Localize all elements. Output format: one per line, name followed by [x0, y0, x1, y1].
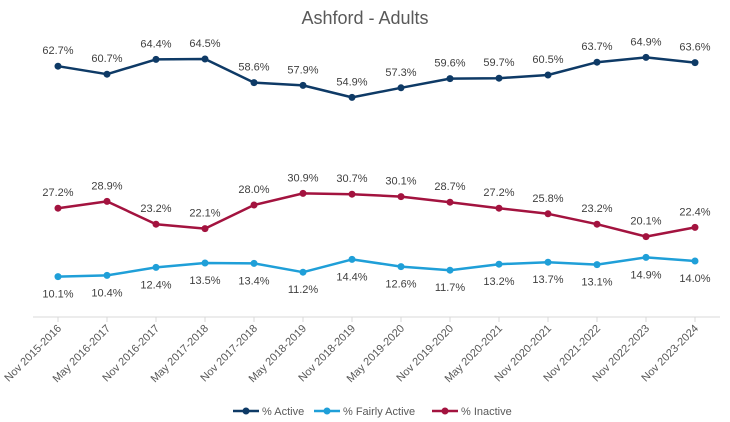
data-label: 64.4%: [140, 38, 171, 50]
data-label: 11.7%: [435, 282, 466, 294]
legend-label: % Active: [262, 406, 304, 418]
series-line: [57, 192, 696, 238]
data-label: 14.4%: [336, 271, 367, 283]
data-point: [397, 263, 405, 271]
data-point: [593, 220, 601, 228]
data-point: [299, 268, 307, 276]
data-label: 28.7%: [434, 181, 465, 193]
series-line: [57, 56, 696, 99]
data-point: [544, 258, 552, 266]
data-point: [103, 197, 111, 205]
data-label: 27.2%: [42, 187, 73, 199]
data-label: 30.7%: [336, 173, 367, 185]
data-point: [152, 263, 160, 271]
data-label: 13.1%: [581, 277, 612, 289]
data-label: 23.2%: [581, 203, 612, 215]
data-point: [201, 55, 209, 63]
data-point: [544, 71, 552, 79]
data-point: [250, 259, 258, 267]
data-label: 30.9%: [287, 172, 318, 184]
data-label: 22.1%: [189, 208, 220, 220]
data-label: 22.4%: [679, 206, 710, 218]
data-point: [593, 261, 601, 269]
data-point: [495, 74, 503, 82]
data-point: [446, 75, 454, 83]
data-point: [544, 210, 552, 218]
data-label: 11.2%: [288, 284, 319, 296]
data-point: [201, 225, 209, 233]
data-point: [495, 260, 503, 268]
data-point: [103, 70, 111, 78]
data-point: [446, 198, 454, 206]
data-label: 60.7%: [91, 53, 122, 65]
series-line: [57, 256, 696, 278]
data-label: 25.8%: [532, 193, 563, 205]
data-label: 57.9%: [287, 64, 318, 76]
data-label: 12.6%: [385, 279, 416, 291]
data-label: 12.4%: [140, 279, 171, 291]
data-point: [54, 62, 62, 70]
data-label: 60.5%: [532, 54, 563, 66]
data-point: [397, 84, 405, 92]
data-point: [152, 55, 160, 63]
data-label: 58.6%: [238, 62, 269, 74]
data-label: 20.1%: [630, 216, 661, 228]
data-label: 23.2%: [140, 203, 171, 215]
chart-title: Ashford - Adults: [301, 8, 429, 28]
data-point: [250, 201, 258, 209]
data-point: [495, 204, 503, 212]
data-label: 64.9%: [630, 36, 661, 48]
data-label: 27.2%: [483, 187, 514, 199]
legend-swatch-marker: [242, 407, 250, 415]
data-label: 13.2%: [483, 276, 514, 288]
legend-label: % Inactive: [461, 406, 512, 418]
data-label: 62.7%: [42, 45, 73, 57]
data-point: [152, 220, 160, 228]
data-label: 30.1%: [385, 176, 416, 188]
data-label: 28.9%: [91, 180, 122, 192]
data-point: [103, 271, 111, 279]
data-point: [201, 259, 209, 267]
data-point: [691, 59, 699, 67]
legend-swatch-marker: [441, 407, 449, 415]
data-label: 54.9%: [336, 76, 367, 88]
data-point: [348, 255, 356, 263]
data-label: 14.9%: [630, 269, 661, 281]
data-point: [593, 58, 601, 66]
data-label: 13.4%: [238, 275, 269, 287]
data-point: [642, 233, 650, 241]
data-point: [446, 266, 454, 274]
data-point: [250, 79, 258, 87]
data-point: [397, 193, 405, 201]
data-label: 59.6%: [434, 58, 465, 70]
data-point: [299, 81, 307, 89]
data-label: 57.3%: [385, 67, 416, 79]
data-point: [54, 273, 62, 281]
data-label: 28.0%: [238, 184, 269, 196]
data-label: 64.5%: [189, 38, 220, 50]
data-point: [642, 53, 650, 61]
data-label: 10.1%: [42, 289, 73, 301]
legend-swatch-marker: [323, 407, 331, 415]
data-label: 63.6%: [679, 42, 710, 54]
data-label: 14.0%: [679, 273, 710, 285]
data-label: 13.5%: [189, 275, 220, 287]
data-label: 63.7%: [581, 41, 612, 53]
data-point: [642, 253, 650, 261]
data-point: [299, 189, 307, 197]
legend-label: % Fairly Active: [343, 406, 415, 418]
data-point: [691, 223, 699, 231]
data-point: [691, 257, 699, 265]
data-point: [348, 190, 356, 198]
data-point: [348, 93, 356, 101]
data-label: 13.7%: [532, 274, 563, 286]
data-label: 10.4%: [91, 287, 122, 299]
data-point: [54, 204, 62, 212]
data-label: 59.7%: [483, 57, 514, 69]
